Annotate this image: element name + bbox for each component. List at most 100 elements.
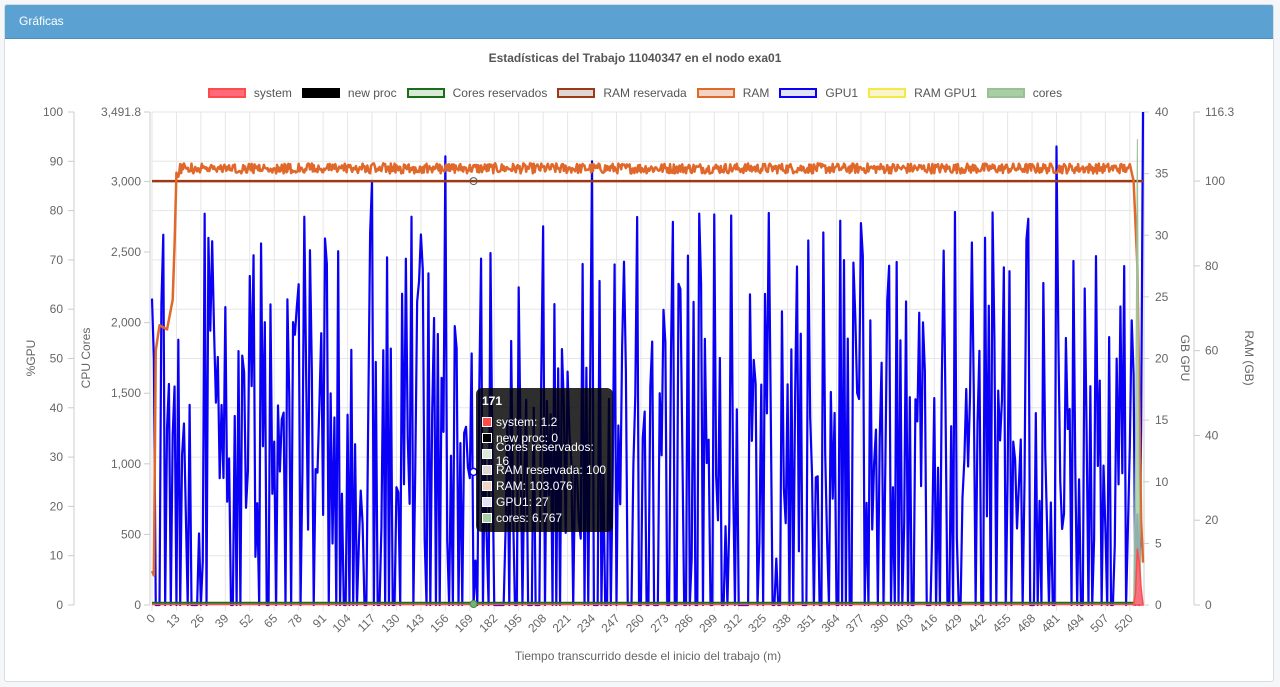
- cpu-tick-label: 3,000: [111, 174, 141, 188]
- x-tick-label: 52: [237, 611, 257, 631]
- legend-swatch: [557, 88, 596, 98]
- legend-swatch: [207, 88, 246, 98]
- panel-title: Gráficas: [5, 5, 1273, 39]
- legend-item-ram-gpu1[interactable]: RAM GPU1: [868, 86, 977, 100]
- tooltip-label: RAM: 103.076: [496, 479, 573, 493]
- legend-item-new-proc[interactable]: new proc: [301, 86, 397, 100]
- cpu-tick-label: 1,000: [111, 457, 141, 471]
- gpu-tick-label: 100: [43, 105, 63, 119]
- legend-swatch: [986, 88, 1025, 98]
- x-tick-label: 78: [285, 611, 305, 631]
- legend-label: Cores reservados: [452, 86, 548, 100]
- tooltip-row: system: 1.2: [482, 414, 607, 430]
- legend-label: RAM GPU1: [914, 86, 977, 100]
- legend-item-ram[interactable]: RAM: [696, 86, 770, 100]
- gpu-tick-label: 80: [50, 204, 64, 218]
- x-tick-label: 104: [330, 611, 354, 635]
- gbgpu-tick-label: 35: [1155, 167, 1169, 181]
- x-tick-label: 468: [1014, 611, 1038, 635]
- x-tick-label: 0: [143, 611, 158, 626]
- tooltip-swatch: [482, 481, 492, 491]
- tooltip-label: system: 1.2: [496, 415, 558, 429]
- ram-axis-title: RAM (GB): [1242, 330, 1256, 385]
- x-tick-label: 234: [574, 611, 598, 635]
- x-tick-label: 182: [476, 611, 500, 635]
- gpu-tick-label: 90: [50, 154, 64, 168]
- ram-tick-label: 80: [1205, 259, 1219, 273]
- legend-swatch: [696, 88, 735, 98]
- gpu-tick-label: 20: [50, 499, 64, 513]
- x-tick-label: 169: [452, 611, 476, 635]
- x-tick-label: 117: [355, 611, 379, 635]
- x-tick-label: 195: [501, 611, 525, 635]
- x-tick-label: 429: [941, 611, 965, 635]
- x-tick-label: 338: [770, 611, 794, 635]
- tooltip-row: new proc: 0: [482, 430, 607, 446]
- gpu-tick-label: 60: [50, 302, 64, 316]
- x-tick-label: 312: [721, 611, 745, 635]
- x-tick-label: 520: [1112, 611, 1136, 635]
- ram-tick-label: 0: [1205, 598, 1212, 612]
- tooltip-label: GPU1: 27: [496, 495, 549, 509]
- ram-tick-label: 20: [1205, 513, 1219, 527]
- x-tick-label: 130: [379, 611, 403, 635]
- gpu-tick-label: 40: [50, 401, 64, 415]
- tooltip-swatch: [482, 513, 492, 523]
- cpu-tick-label: 500: [121, 527, 141, 541]
- gbgpu-tick-label: 10: [1155, 475, 1169, 489]
- legend-item-cores-reservados[interactable]: Cores reservados: [406, 86, 548, 100]
- legend-item-cores[interactable]: cores: [986, 86, 1063, 100]
- tooltip-swatch: [482, 497, 492, 507]
- gpu-tick-label: 50: [50, 352, 64, 366]
- hover-point-cores: [469, 600, 478, 608]
- chart-title: Estadísticas del Trabajo 11040347 en el …: [488, 51, 782, 65]
- legend-label: RAM: [742, 86, 770, 100]
- gbgpu-tick-label: 40: [1155, 105, 1169, 119]
- x-tick-label: 299: [696, 611, 720, 635]
- gpu-axis-title: %GPU: [24, 340, 38, 377]
- x-tick-label: 325: [745, 611, 769, 635]
- chart-legend: system new proc Cores reservados RAM reserv…: [0, 84, 1270, 102]
- tooltip-swatch: [482, 417, 492, 427]
- tooltip-row: RAM reservada: 100: [482, 462, 607, 478]
- x-tick-label: 481: [1039, 611, 1063, 635]
- legend-item-gpu1[interactable]: GPU1: [779, 86, 858, 100]
- x-tick-label: 65: [261, 611, 281, 631]
- x-tick-label: 13: [163, 611, 183, 631]
- x-tick-label: 377: [843, 611, 867, 635]
- gpu-tick-label: 30: [50, 450, 64, 464]
- gbgpu-tick-label: 25: [1155, 290, 1169, 304]
- legend-item-system[interactable]: system: [207, 86, 292, 100]
- x-tick-label: 494: [1063, 611, 1087, 635]
- tooltip-swatch: [482, 465, 492, 475]
- ram-line: [150, 162, 1145, 577]
- cpu-tick-label: 2,000: [111, 316, 141, 330]
- cpu-tick-label: 0: [134, 598, 141, 612]
- cpu-tick-label: 1,500: [111, 386, 141, 400]
- ram-tick-label: 40: [1205, 428, 1219, 442]
- legend-label: GPU1: [825, 86, 859, 100]
- cores-area: [1133, 139, 1143, 606]
- x-tick-label: 364: [819, 611, 843, 635]
- ram-reservada-hover-point: [469, 177, 478, 186]
- cpu-axis-title: CPU Cores: [79, 328, 93, 389]
- x-tick-label: 208: [525, 611, 549, 635]
- legend-swatch: [868, 88, 907, 98]
- gbgpu-tick-label: 5: [1155, 536, 1162, 550]
- x-tick-label: 390: [867, 611, 891, 635]
- tooltip-row: cores: 6.767: [482, 510, 607, 526]
- x-tick-label: 507: [1087, 611, 1111, 635]
- legend-item-ram-reservada[interactable]: RAM reservada: [557, 86, 687, 100]
- tooltip-label: new proc: 0: [496, 431, 559, 445]
- gbgpu-tick-label: 30: [1155, 228, 1169, 242]
- legend-label: system: [253, 86, 292, 100]
- legend-label: RAM reservada: [603, 86, 687, 100]
- tooltip-label: Cores reservados: 16: [495, 440, 594, 468]
- ram-tick-label: 60: [1205, 344, 1219, 358]
- legend-label: cores: [1032, 86, 1063, 100]
- x-tick-label: 221: [550, 611, 574, 635]
- cpu-tick-label: 2,500: [111, 245, 141, 259]
- chart-tooltip: 171 system: 1.2 new proc: 0 Cores reservad…: [476, 388, 613, 532]
- gpu-tick-label: 0: [56, 598, 63, 612]
- x-tick-label: 39: [212, 611, 232, 631]
